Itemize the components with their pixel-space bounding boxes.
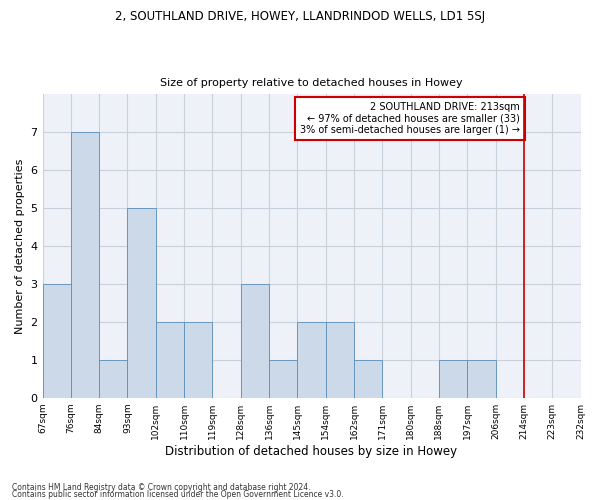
- Y-axis label: Number of detached properties: Number of detached properties: [15, 158, 25, 334]
- Bar: [467, 360, 496, 398]
- Bar: [99, 360, 127, 398]
- Text: 2 SOUTHLAND DRIVE: 213sqm
← 97% of detached houses are smaller (33)
3% of semi-d: 2 SOUTHLAND DRIVE: 213sqm ← 97% of detac…: [300, 102, 520, 135]
- Text: 2, SOUTHLAND DRIVE, HOWEY, LLANDRINDOD WELLS, LD1 5SJ: 2, SOUTHLAND DRIVE, HOWEY, LLANDRINDOD W…: [115, 10, 485, 23]
- X-axis label: Distribution of detached houses by size in Howey: Distribution of detached houses by size …: [166, 444, 458, 458]
- Text: Contains public sector information licensed under the Open Government Licence v3: Contains public sector information licen…: [12, 490, 344, 499]
- Bar: [298, 322, 326, 398]
- Bar: [241, 284, 269, 398]
- Bar: [127, 208, 156, 398]
- Bar: [269, 360, 298, 398]
- Bar: [326, 322, 354, 398]
- Bar: [354, 360, 382, 398]
- Bar: [43, 284, 71, 398]
- Bar: [439, 360, 467, 398]
- Bar: [156, 322, 184, 398]
- Bar: [184, 322, 212, 398]
- Bar: [71, 132, 99, 398]
- Title: Size of property relative to detached houses in Howey: Size of property relative to detached ho…: [160, 78, 463, 88]
- Text: Contains HM Land Registry data © Crown copyright and database right 2024.: Contains HM Land Registry data © Crown c…: [12, 484, 311, 492]
